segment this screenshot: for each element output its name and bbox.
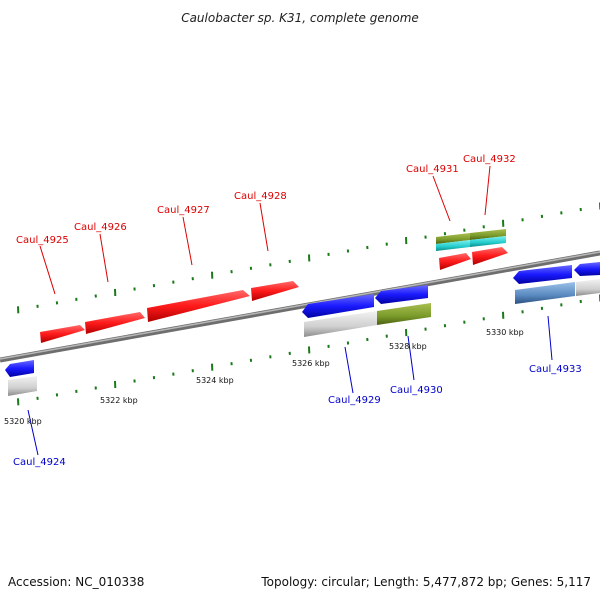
reverse-feature-bars: [8, 279, 600, 396]
tick-label-5326: 5326 kbp: [292, 359, 330, 368]
feature-olive-4931: [436, 233, 470, 244]
feature-grey-4929: [304, 311, 377, 337]
label-caul-4931[interactable]: Caul_4931: [406, 164, 459, 175]
leader-caul-4931: [432, 175, 451, 222]
tick-label-5322: 5322 kbp: [100, 396, 138, 405]
reverse-genes: [5, 262, 600, 377]
tick-label-5328: 5328 kbp: [389, 342, 427, 351]
gene-caul-4932[interactable]: [472, 247, 508, 265]
leader-caul-4929: [344, 346, 354, 394]
feature-cyan-4931: [436, 240, 470, 251]
coordinate-labels: 5320 kbp 5322 kbp 5324 kbp 5326 kbp 5328…: [4, 328, 524, 426]
gene-caul-4928[interactable]: [251, 281, 299, 301]
genome-summary-text: Topology: circular; Length: 5,477,872 bp…: [260, 575, 591, 589]
label-caul-4933[interactable]: Caul_4933: [529, 364, 582, 375]
leader-caul-4928: [259, 202, 269, 252]
reverse-gene-labels: Caul_4924 Caul_4929 Caul_4930 Caul_4933: [13, 315, 582, 468]
feature-cyan-4932: [470, 236, 506, 247]
gene-caul-4926[interactable]: [85, 312, 145, 334]
forward-genes: [40, 247, 508, 343]
forward-strand-ruler: [17, 202, 600, 314]
tick-label-5324: 5324 kbp: [196, 376, 234, 385]
leader-caul-4930: [407, 335, 415, 381]
genome-backbone-highlight: [0, 251, 600, 360]
gene-caul-4933[interactable]: [513, 265, 572, 284]
label-caul-4925[interactable]: Caul_4925: [16, 235, 69, 246]
leader-caul-4932: [484, 165, 491, 216]
feature-olive-4930: [377, 303, 431, 325]
genome-backbone: [0, 250, 600, 363]
label-caul-4926[interactable]: Caul_4926: [74, 222, 127, 233]
gene-caul-4931[interactable]: [439, 253, 471, 270]
leader-caul-4927: [182, 216, 193, 266]
feature-grey-4924: [8, 376, 37, 396]
gene-caul-4934[interactable]: [574, 262, 600, 276]
label-caul-4930[interactable]: Caul_4930: [390, 385, 443, 396]
label-caul-4932[interactable]: Caul_4932: [463, 154, 516, 165]
gene-caul-4929[interactable]: [302, 294, 374, 318]
leader-caul-4924: [27, 409, 39, 456]
accession-text: Accession: NC_010338: [8, 575, 144, 589]
reverse-strand-ruler: [17, 294, 600, 406]
label-caul-4924[interactable]: Caul_4924: [13, 457, 66, 468]
gene-caul-4924[interactable]: [5, 360, 34, 377]
leader-caul-4926: [99, 233, 109, 283]
tick-label-5320: 5320 kbp: [4, 417, 42, 426]
gene-caul-4925[interactable]: [40, 325, 85, 343]
forward-feature-bars: [436, 229, 506, 251]
gene-caul-4930[interactable]: [375, 285, 428, 304]
feature-steel-4933: [515, 282, 575, 304]
label-caul-4927[interactable]: Caul_4927: [157, 205, 210, 216]
leader-caul-4925: [39, 245, 56, 295]
forward-gene-labels: Caul_4925 Caul_4926 Caul_4927 Caul_4928 …: [16, 154, 516, 295]
gene-caul-4927[interactable]: [147, 290, 250, 322]
label-caul-4928[interactable]: Caul_4928: [234, 191, 287, 202]
tick-label-5330: 5330 kbp: [486, 328, 524, 337]
map-title: Caulobacter sp. K31, complete genome: [181, 11, 419, 25]
label-caul-4929[interactable]: Caul_4929: [328, 395, 381, 406]
feature-olive-4932: [470, 229, 506, 240]
feature-grey-4934: [576, 279, 600, 296]
leader-caul-4933: [547, 315, 553, 361]
